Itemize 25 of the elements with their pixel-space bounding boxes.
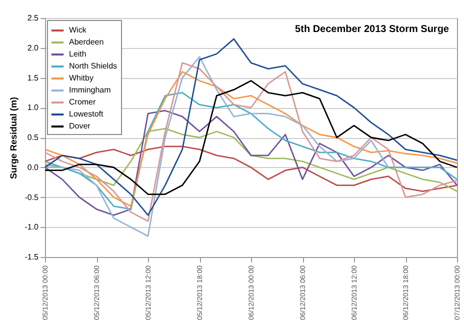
legend-label: North Shields <box>69 62 118 70</box>
y-tick-label: 0.5 <box>27 133 40 142</box>
legend-label: Leith <box>69 50 86 58</box>
legend-label: Immingham <box>69 86 112 94</box>
legend-label: Dover <box>69 122 91 130</box>
y-tick-label: -0.5 <box>24 192 40 202</box>
legend-label: Aberdeen <box>69 38 104 46</box>
y-tick-label: -1.5 <box>24 252 40 262</box>
line-series <box>44 110 458 216</box>
y-tick-label: 1.0 <box>27 103 40 112</box>
line-series <box>44 146 458 192</box>
y-tick-label: 1.5 <box>27 73 40 82</box>
y-tick-label: 2.0 <box>27 43 40 52</box>
legend-label: Cromer <box>69 98 96 106</box>
line-series <box>44 128 458 192</box>
legend-label: Whitby <box>69 74 94 82</box>
text: 5th December 2013 Storm Surge <box>295 24 450 35</box>
line-series <box>44 56 390 237</box>
y-tick-label: 2.5 <box>27 14 40 22</box>
line-series <box>44 38 458 216</box>
y-axis-title: Surge Residual (m) <box>8 96 19 180</box>
y-tick-label: -1.0 <box>24 222 40 232</box>
legend-label: Wick <box>69 26 88 34</box>
legend-label: Lowestoft <box>69 110 104 118</box>
y-tick-label: 0.0 <box>27 162 40 172</box>
